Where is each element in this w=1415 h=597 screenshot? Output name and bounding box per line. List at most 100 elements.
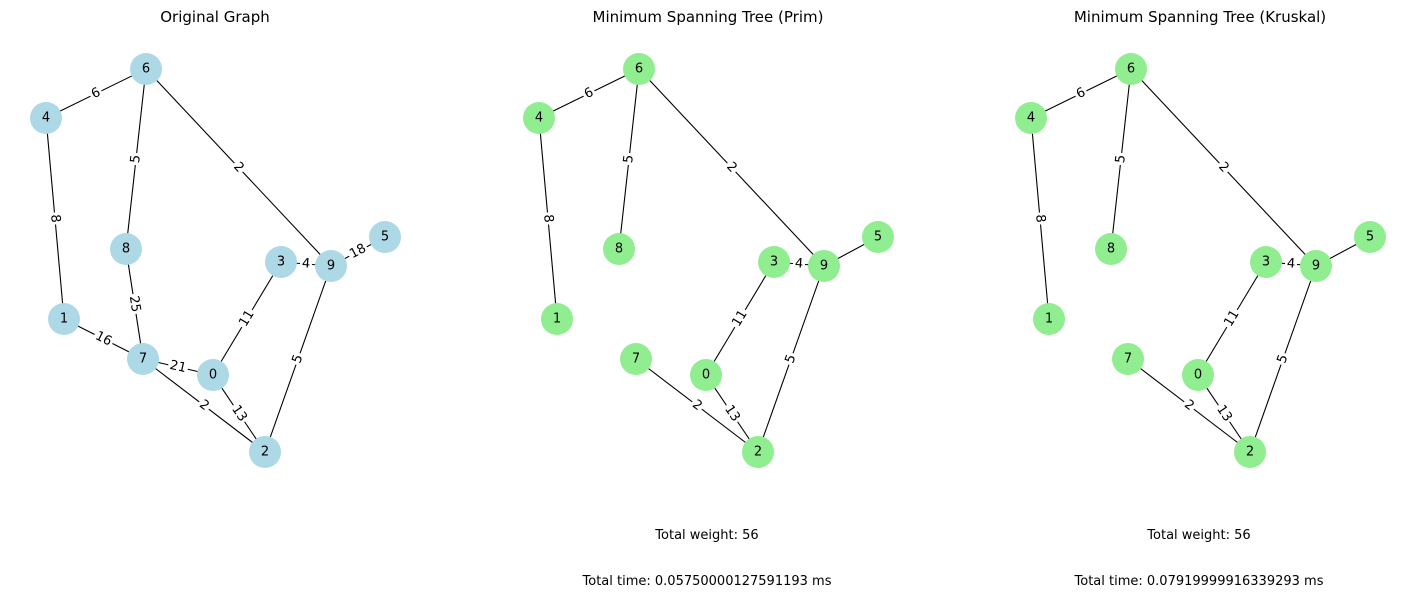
edge-weight-label-group: 13	[719, 400, 745, 427]
node-circle	[758, 246, 790, 278]
edge-weight-label: 11	[236, 308, 257, 330]
node-2: 2	[249, 436, 281, 468]
node-label: 7	[139, 352, 147, 367]
node-label: 6	[142, 62, 150, 77]
edge-weight-label: 8	[47, 214, 63, 224]
edge-weight-label-group: 5	[288, 350, 308, 368]
node-circle	[249, 436, 281, 468]
edge-weight-label-group: 25	[125, 292, 144, 316]
node-circle	[603, 233, 635, 265]
edge-weight-label: 13	[1213, 402, 1235, 424]
nodes-layer: 0 1 2 3 4 5 6 7 8 9	[523, 53, 894, 468]
edge-weight-label: 18	[347, 241, 369, 262]
panel-title: Minimum Spanning Tree (Prim)	[593, 8, 824, 26]
edge-weight-label: 4	[1286, 256, 1295, 272]
node-label: 5	[874, 230, 882, 245]
node-circle	[130, 53, 162, 85]
node-5: 5	[862, 221, 894, 253]
edge-weight-background	[792, 255, 806, 273]
node-circle	[1182, 359, 1214, 391]
edge-weight-label-group: 5	[781, 350, 801, 368]
edge-weight-background	[721, 157, 742, 178]
edge-weight-label-group: 16	[90, 327, 117, 351]
node-label: 0	[209, 368, 217, 383]
node-circle	[1112, 343, 1144, 375]
total-time-text: Total time: 0.05750000127591193 ms	[582, 574, 832, 589]
node-7: 7	[620, 343, 652, 375]
node-5: 5	[1354, 221, 1386, 253]
nodes-layer: 0 1 2 3 4 5 6 7 8 9	[30, 53, 401, 468]
node-circle	[1095, 233, 1127, 265]
edge-weight-label-group: 2	[228, 157, 249, 178]
edge-weight-background	[234, 305, 260, 332]
panel-original: Original Graph 6 5 2 8 25 16 21 2 13 11 4 18 5 0 1 2 3 4…	[30, 8, 401, 468]
node-6: 6	[623, 53, 655, 85]
node-circle	[1234, 436, 1266, 468]
node-8: 8	[1095, 233, 1127, 265]
node-label: 3	[1262, 255, 1270, 270]
node-8: 8	[110, 233, 142, 265]
edge-weight-background	[194, 395, 214, 416]
edge-weight-label-group: 6	[580, 83, 598, 104]
node-circle	[1354, 221, 1386, 253]
node-label: 8	[122, 242, 130, 257]
edge-weight-label-group: 2	[194, 395, 214, 416]
node-label: 5	[381, 230, 389, 245]
node-label: 0	[1194, 368, 1202, 383]
edge-weight-label-group: 4	[792, 255, 806, 273]
edge-weight-label-group: 5	[620, 152, 638, 166]
node-circle	[623, 53, 655, 85]
edge-weight-label-group: 8	[539, 211, 557, 226]
node-4: 4	[30, 102, 62, 134]
edge-weight-label-group: 2	[721, 157, 742, 178]
node-0: 0	[1182, 359, 1214, 391]
edge-weight-background	[1219, 305, 1245, 332]
node-circle	[690, 359, 722, 391]
edge-weight-background	[46, 211, 64, 226]
node-circle	[1250, 246, 1282, 278]
total-weight-text: Total weight: 56	[1146, 528, 1250, 543]
node-label: 7	[1124, 352, 1132, 367]
node-2: 2	[1234, 436, 1266, 468]
node-circle	[523, 102, 555, 134]
total-weight-text: Total weight: 56	[654, 528, 758, 543]
node-7: 7	[1112, 343, 1144, 375]
edge-weight-background	[620, 152, 638, 166]
node-3: 3	[758, 246, 790, 278]
node-4: 4	[1015, 102, 1047, 134]
edge-weight-background	[1072, 83, 1090, 104]
node-6: 6	[130, 53, 162, 85]
node-circle	[265, 246, 297, 278]
edge-weight-label-group: 5	[127, 152, 145, 166]
edge-weight-label-group: 2	[687, 395, 707, 416]
node-circle	[541, 303, 573, 335]
edge-weight-label: 8	[1032, 214, 1048, 224]
node-circle	[197, 359, 229, 391]
node-3: 3	[265, 246, 297, 278]
node-label: 0	[702, 368, 710, 383]
edge-weight-background	[1213, 157, 1234, 178]
node-1: 1	[1033, 303, 1065, 335]
node-circle	[1115, 53, 1147, 85]
node-label: 9	[820, 259, 828, 274]
edge-weight-label-group: 11	[1219, 305, 1245, 332]
edge-weight-label-group: 5	[1112, 152, 1130, 166]
node-label: 9	[1312, 259, 1320, 274]
edge-weight-background	[687, 395, 707, 416]
node-label: 6	[1127, 62, 1135, 77]
edge-weight-label: 13	[721, 402, 743, 424]
edge-weight-label: 21	[168, 358, 187, 376]
edge-weight-background	[1031, 211, 1049, 226]
node-label: 4	[535, 111, 543, 126]
edge-weight-background	[288, 350, 308, 368]
node-2: 2	[742, 436, 774, 468]
edge-weight-background	[1284, 255, 1298, 273]
panel-title: Minimum Spanning Tree (Kruskal)	[1074, 8, 1326, 26]
node-label: 6	[635, 62, 643, 77]
edge-weight-label-group: 6	[87, 83, 105, 104]
edge-weight-background	[1273, 350, 1293, 368]
